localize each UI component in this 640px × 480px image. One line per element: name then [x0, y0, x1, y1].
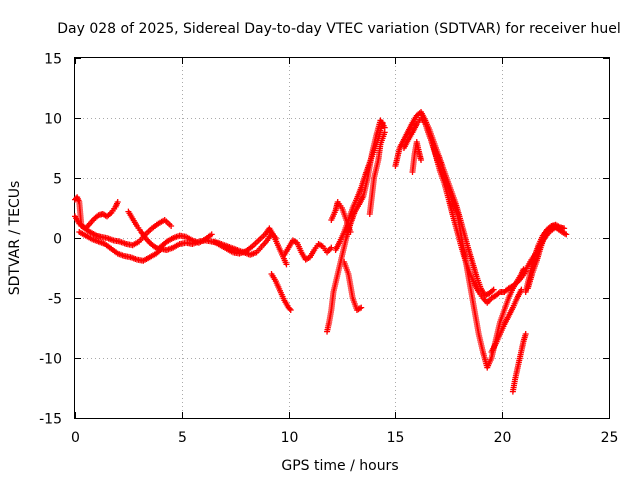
- series-sat-d: [125, 208, 215, 252]
- y-tick-label: 10: [44, 112, 62, 128]
- x-tick-label: 10: [281, 430, 299, 446]
- x-tick-label: 5: [178, 430, 187, 446]
- series-sat-c: [76, 229, 164, 264]
- series-sat-v: [524, 223, 561, 292]
- series-sat-s: [509, 331, 529, 395]
- plot-frame: [74, 57, 610, 419]
- series-sat-j: [332, 119, 386, 253]
- y-tick-label: 15: [44, 52, 62, 68]
- data-point: [381, 129, 388, 136]
- series-sat-k: [328, 199, 354, 235]
- series-sat-g: [268, 271, 294, 313]
- data-points: [72, 109, 570, 395]
- chart-title: Day 028 of 2025, Sidereal Day-to-day VTE…: [57, 21, 620, 37]
- y-tick-label: 0: [53, 232, 62, 248]
- data-point: [283, 261, 290, 268]
- series-sat-f: [210, 225, 290, 268]
- data-point: [286, 305, 293, 312]
- x-tick-labels: 0 5 10 15 20 25: [71, 430, 618, 446]
- data-point: [563, 231, 570, 238]
- x-axis-label: GPS time / hours: [281, 458, 398, 474]
- series-sat-h: [281, 237, 335, 263]
- y-tick-label: -10: [39, 352, 62, 368]
- series-sat-a: [72, 213, 175, 249]
- data-point: [561, 225, 568, 232]
- data-point: [379, 119, 386, 126]
- series-sat-p: [409, 139, 425, 175]
- axis-ticks: [75, 58, 610, 419]
- y-tick-label: 5: [53, 172, 62, 188]
- data-point: [554, 225, 561, 232]
- series-sat-l: [341, 259, 365, 313]
- data-point: [114, 199, 121, 205]
- data-point: [490, 286, 497, 293]
- x-tick-label: 25: [601, 430, 619, 446]
- data-point: [347, 229, 354, 235]
- data-point: [522, 331, 529, 337]
- x-tick-label: 20: [494, 430, 512, 446]
- series-sat-b: [72, 194, 121, 232]
- y-tick-label: -5: [48, 292, 62, 308]
- y-tick-label: -15: [39, 412, 62, 428]
- series-sat-m: [366, 129, 388, 217]
- x-tick-label: 15: [387, 430, 405, 446]
- data-point: [328, 244, 335, 251]
- y-tick-labels: -15 -10 -5 0 5 10 15: [39, 52, 62, 428]
- data-point: [168, 223, 175, 229]
- data-point: [287, 307, 294, 313]
- x-tick-label: 0: [71, 430, 80, 446]
- series-sat-r: [488, 286, 525, 355]
- data-point: [208, 231, 215, 238]
- y-axis-label: SDTVAR / TECUs: [7, 181, 23, 296]
- data-point: [358, 304, 365, 311]
- data-point: [418, 157, 425, 163]
